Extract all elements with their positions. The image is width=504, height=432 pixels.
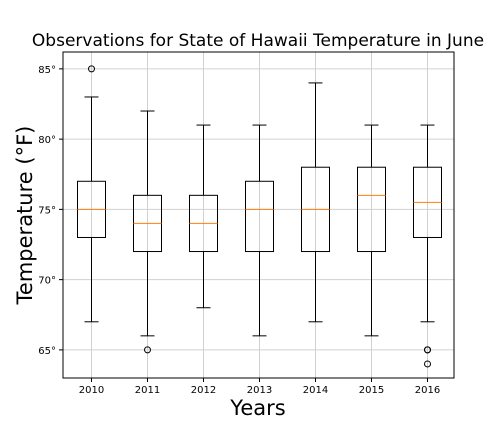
box-2016 <box>413 124 442 368</box>
outlier-point <box>88 65 95 73</box>
x-tick-label: 2012 <box>191 385 216 396</box>
box-2014 <box>301 82 330 323</box>
box-iqr <box>245 180 274 253</box>
y-tick-label: 80° <box>38 135 56 146</box>
plot-frame <box>62 51 455 379</box>
box-2012 <box>189 124 218 309</box>
y-axis-ticks: 65° 70° 75° 80° 85° <box>38 65 63 357</box>
box-series <box>77 65 442 368</box>
box-2011 <box>133 110 162 354</box>
y-tick-label: 85° <box>38 65 56 76</box>
grid-lines <box>63 52 454 378</box>
box-2013 <box>245 124 274 337</box>
chart-title: Observations for State of Hawaii Tempera… <box>32 31 484 51</box>
x-tick-label: 2010 <box>79 385 104 396</box>
x-tick-label: 2014 <box>303 385 328 396</box>
outlier-point <box>144 346 151 354</box>
x-axis-ticks: 2010 2011 2012 2013 2014 2015 2016 <box>79 378 440 396</box>
x-tick-label: 2016 <box>415 385 440 396</box>
y-axis-label: Temperature (°F) <box>13 126 37 306</box>
x-tick-label: 2015 <box>359 385 384 396</box>
y-tick-label: 65° <box>38 346 56 357</box>
outlier-point <box>424 360 431 368</box>
outlier-point <box>424 346 431 354</box>
box-2010 <box>77 65 106 323</box>
y-tick-label: 75° <box>38 205 56 216</box>
y-tick-label: 70° <box>38 276 56 287</box>
x-tick-label: 2011 <box>135 385 160 396</box>
box-iqr <box>357 166 386 253</box>
x-tick-label: 2013 <box>247 385 272 396</box>
x-axis-label: Years <box>229 396 285 420</box>
box-2015 <box>357 124 386 337</box>
